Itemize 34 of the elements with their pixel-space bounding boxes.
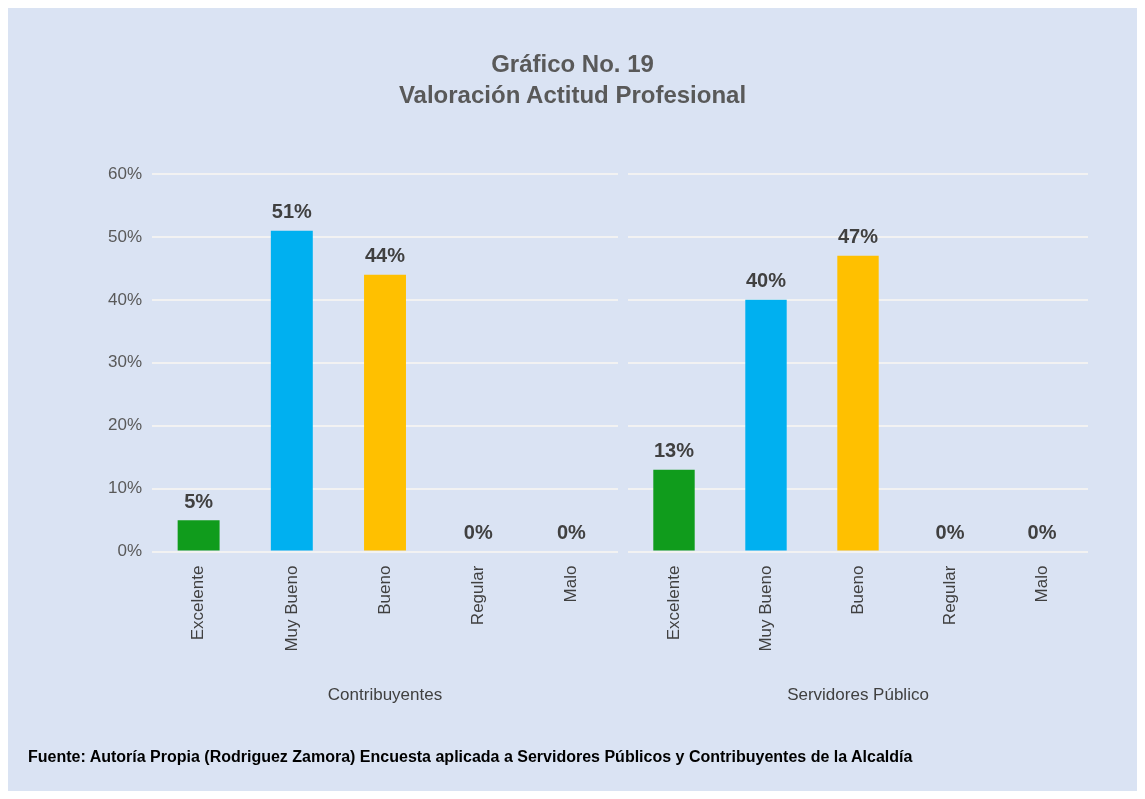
y-tick-label: 10%	[107, 478, 143, 498]
data-label: 51%	[271, 200, 313, 223]
bar	[177, 520, 220, 551]
data-label: 0%	[935, 521, 965, 544]
x-axis-title: Servidores Público	[787, 685, 929, 705]
x-tick-label: Malo	[561, 565, 581, 603]
data-label: 40%	[745, 269, 787, 292]
y-tick-label: 20%	[107, 415, 143, 435]
bar	[364, 275, 406, 551]
x-tick-label: Bueno	[847, 565, 867, 616]
x-tick-label: Muy Bueno	[755, 565, 775, 652]
x-tick-label: Regular	[467, 565, 487, 626]
x-tick-label: Bueno	[374, 565, 394, 616]
y-tick-label: 30%	[107, 352, 143, 372]
data-label: 0%	[1027, 521, 1057, 544]
data-label: 5%	[184, 490, 214, 513]
x-tick-label: Muy Bueno	[281, 565, 301, 652]
x-tick-label: Excelente	[663, 565, 683, 641]
y-tick-label: 60%	[107, 164, 143, 184]
data-label: 0%	[463, 521, 493, 544]
y-tick-label: 50%	[107, 227, 143, 246]
x-tick-label: Malo	[1031, 565, 1051, 603]
data-label: 44%	[365, 244, 406, 267]
y-tick-label: 0%	[117, 541, 143, 561]
data-label: 0%	[556, 521, 587, 544]
x-axis-title: Contribuyentes	[327, 685, 443, 705]
y-tick-label: 40%	[107, 289, 143, 309]
x-tick-label: Regular	[939, 565, 959, 626]
x-tick-label: Excelente	[188, 565, 208, 641]
data-label: 13%	[653, 439, 695, 462]
source-note: Fuente: Autoría Propia (Rodriguez Zamora) Encuesta aplicada a Servidores Públicos y Contribuyentes de la Alcaldía	[28, 748, 914, 766]
chart-title: Gráfico No. 19 Valoración Actitud Profesional	[397, 49, 748, 111]
bar	[270, 231, 313, 551]
data-label: 47%	[837, 225, 879, 248]
